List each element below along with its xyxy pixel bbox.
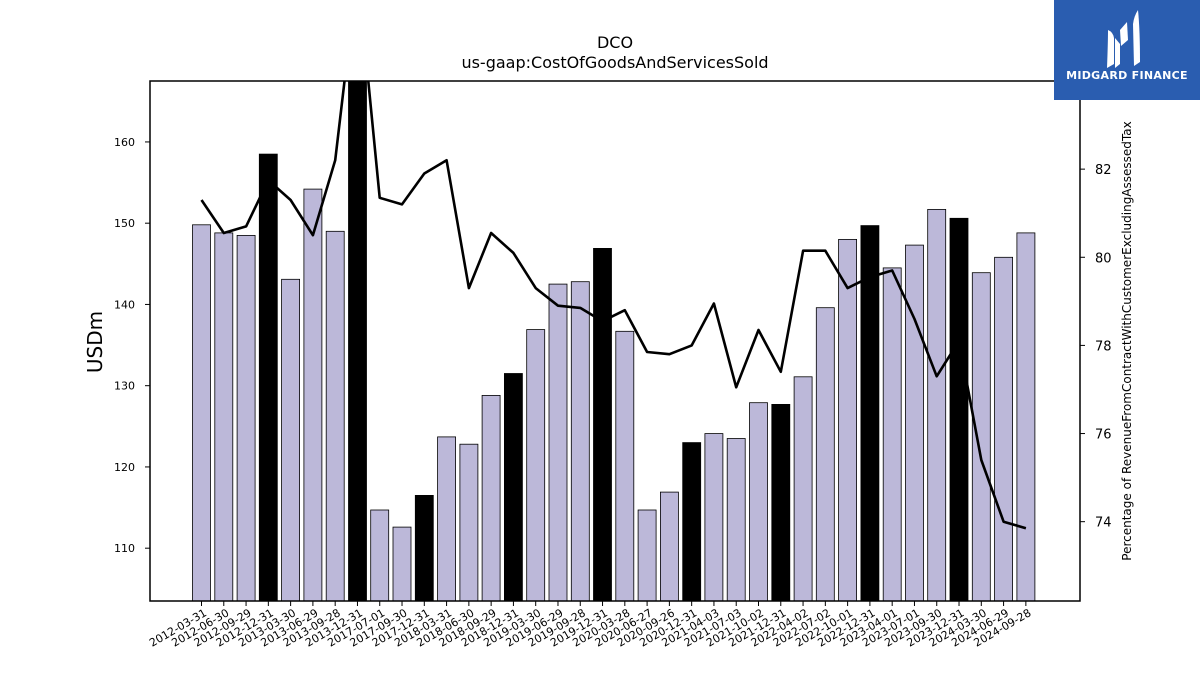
bar-2018-12-31 [503, 373, 523, 601]
bar-2021-07-03 [726, 438, 746, 601]
bar-2024-09-28 [1016, 232, 1036, 601]
bar-2022-04-02 [793, 376, 813, 601]
chart-subtitle: us-gaap:CostOfGoodsAndServicesSold [461, 53, 768, 72]
bar-2012-09-29 [236, 234, 256, 601]
y-tick-label: 130 [114, 380, 135, 393]
ratio-line [200, 81, 1027, 530]
bar-2023-12-31 [949, 217, 969, 601]
bar-2020-12-31 [682, 442, 702, 601]
y2-tick-label: 74 [1095, 516, 1112, 531]
x-axis-ticks: 2012-03-312012-06-302012-09-292012-12-31… [147, 601, 1033, 650]
bar-2013-03-30 [281, 278, 301, 601]
bar-2022-07-02 [815, 307, 835, 601]
bar-2022-12-31 [860, 225, 880, 601]
bar-2020-09-26 [660, 491, 679, 601]
logo-text: MIDGARD FINANCE [1066, 69, 1188, 82]
bar-2023-07-01 [905, 244, 924, 601]
bar-2021-12-31 [771, 403, 791, 601]
bar-2023-04-01 [882, 267, 902, 601]
bar-2020-06-27 [637, 509, 657, 601]
y2-tick-label: 78 [1095, 339, 1112, 354]
bar-2017-09-30 [392, 526, 412, 601]
bar-2018-09-29 [481, 394, 501, 601]
bar-2019-12-31 [593, 247, 612, 601]
bar-2020-03-28 [615, 330, 635, 601]
bar-2018-03-31 [437, 436, 457, 601]
bar-2019-03-30 [526, 329, 546, 601]
bar-2017-12-31 [414, 494, 434, 601]
bar-2019-06-29 [548, 283, 568, 601]
bar-2024-03-30 [971, 272, 991, 601]
bar-2013-06-29 [303, 188, 323, 601]
plot-frame [149, 80, 1081, 602]
y2-axis-ticks: 74 76 78 80 82 [1080, 163, 1112, 531]
y2-tick-label: 82 [1095, 163, 1112, 178]
bar-2012-03-31 [192, 224, 211, 601]
bar-2019-09-28 [570, 281, 590, 601]
bar-2013-09-28 [325, 230, 345, 601]
y-axis-label: USDm [83, 311, 107, 373]
y-tick-label: 160 [114, 136, 135, 149]
y-axis-ticks: 110 120 130 140 150 160 [114, 136, 150, 555]
y2-tick-label: 76 [1095, 428, 1112, 443]
y-tick-label: 110 [114, 542, 135, 555]
bar-2023-09-30 [927, 208, 947, 601]
chart-title: DCO [597, 33, 633, 52]
y2-axis-label: Percentage of RevenueFromContractWithCus… [1120, 121, 1134, 560]
bars-layer [192, 81, 1036, 601]
bar-2021-10-02 [749, 402, 768, 601]
bar-2018-06-30 [459, 443, 479, 601]
bar-2013-12-31 [348, 81, 367, 601]
y2-tick-label: 80 [1095, 251, 1112, 266]
bar-2012-06-30 [214, 232, 234, 601]
line-layer [200, 81, 1027, 530]
bar-2017-07-01 [370, 509, 390, 601]
logo-mark-icon [1107, 10, 1140, 68]
y-tick-label: 140 [114, 298, 135, 311]
y-tick-label: 120 [114, 461, 135, 474]
bar-2022-10-01 [838, 238, 857, 601]
bar-2021-04-03 [704, 433, 724, 601]
bar-2012-12-31 [258, 153, 278, 601]
midgard-finance-logo: MIDGARD FINANCE [1054, 0, 1200, 100]
bar-2024-06-29 [994, 256, 1013, 601]
y-tick-label: 150 [114, 217, 135, 230]
